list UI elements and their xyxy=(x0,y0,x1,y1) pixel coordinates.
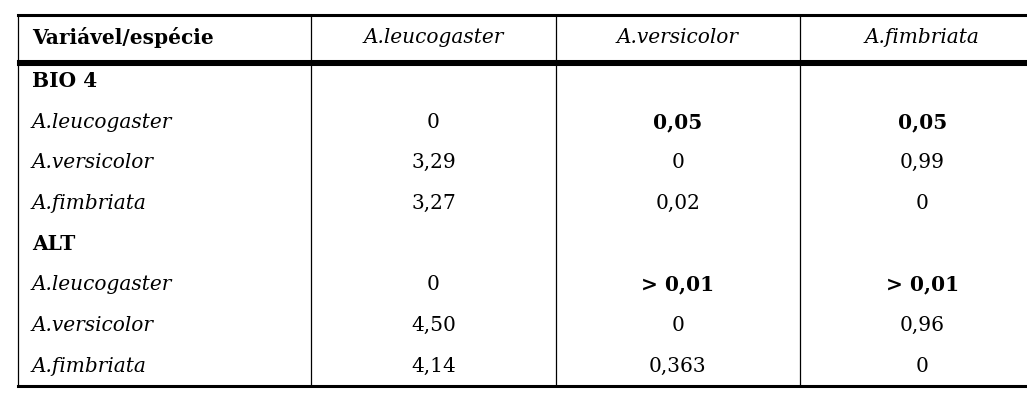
Text: 0: 0 xyxy=(427,275,440,294)
Text: > 0,01: > 0,01 xyxy=(885,275,959,295)
Text: ALT: ALT xyxy=(32,234,75,254)
Text: 0: 0 xyxy=(427,112,440,132)
Text: 0: 0 xyxy=(916,194,928,213)
Text: A.leucogaster: A.leucogaster xyxy=(32,112,173,132)
Text: A.versicolor: A.versicolor xyxy=(32,316,154,335)
Text: 4,50: 4,50 xyxy=(411,316,456,335)
Text: 4,14: 4,14 xyxy=(411,356,456,376)
Text: A.fimbriata: A.fimbriata xyxy=(32,194,147,213)
Text: 3,27: 3,27 xyxy=(411,194,456,213)
Text: 0,05: 0,05 xyxy=(898,112,947,132)
Text: 0: 0 xyxy=(916,356,928,376)
Text: 0: 0 xyxy=(672,153,684,172)
Text: 0,99: 0,99 xyxy=(900,153,945,172)
Text: A.fimbriata: A.fimbriata xyxy=(865,28,980,47)
Text: BIO 4: BIO 4 xyxy=(32,71,98,91)
Text: A.versicolor: A.versicolor xyxy=(32,153,154,172)
Text: A.fimbriata: A.fimbriata xyxy=(32,356,147,376)
Text: Variável/espécie: Variável/espécie xyxy=(32,27,214,48)
Text: 0,363: 0,363 xyxy=(649,356,707,376)
Text: 0,02: 0,02 xyxy=(655,194,700,213)
Text: A.leucogaster: A.leucogaster xyxy=(32,275,173,294)
Text: > 0,01: > 0,01 xyxy=(641,275,715,295)
Text: A.leucogaster: A.leucogaster xyxy=(364,28,503,47)
Text: 0,05: 0,05 xyxy=(653,112,702,132)
Text: 0,96: 0,96 xyxy=(900,316,945,335)
Text: 0: 0 xyxy=(672,316,684,335)
Text: A.versicolor: A.versicolor xyxy=(617,28,738,47)
Text: 3,29: 3,29 xyxy=(411,153,456,172)
